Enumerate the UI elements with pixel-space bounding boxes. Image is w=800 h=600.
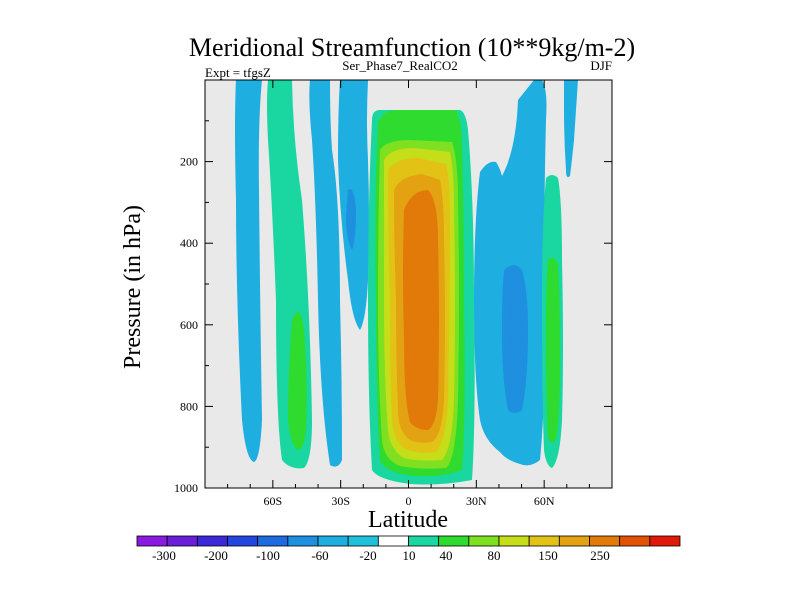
x-tick-label-1: 30S bbox=[331, 494, 350, 508]
x-tick-label-2: 0 bbox=[406, 494, 412, 508]
colorbar-label-0: -300 bbox=[152, 548, 176, 563]
contour-nh-cell-40 bbox=[546, 257, 560, 443]
colorbar-swatch-8 bbox=[377, 535, 409, 547]
x-tick-label-4: 60N bbox=[534, 494, 555, 508]
contour-midlatitude-b-60 bbox=[346, 189, 356, 250]
contour-midlatitude-a-20 bbox=[309, 80, 342, 467]
colorbar-label-3: -60 bbox=[311, 548, 328, 563]
y-tick-label-0: 200 bbox=[180, 155, 198, 169]
colorbar-swatch-12 bbox=[498, 535, 530, 547]
colorbar-label-1: -200 bbox=[204, 548, 228, 563]
colorbar-swatch-0 bbox=[136, 535, 168, 547]
plot-area: 60S 30S 0 30N 60N 200 400 600 800 1000 bbox=[174, 79, 613, 508]
contour-sh-cell-60b bbox=[511, 289, 521, 364]
subtitle-season: DJF bbox=[590, 58, 612, 73]
colorbar-swatch-3 bbox=[227, 535, 259, 547]
y-axis-label: Pressure (in hPa) bbox=[120, 205, 146, 369]
x-tick-label-3: 30N bbox=[466, 494, 487, 508]
contour-tropical-250b bbox=[403, 190, 439, 430]
colorbar-swatch-14 bbox=[558, 535, 590, 547]
colorbar-label-4: -20 bbox=[359, 548, 376, 563]
colorbar-swatch-16 bbox=[619, 535, 651, 547]
contour-southern-band-20 bbox=[235, 80, 262, 462]
colorbar-swatch-5 bbox=[287, 535, 319, 547]
y-tick-label-2: 600 bbox=[180, 318, 198, 332]
colorbar-label-7: 80 bbox=[488, 548, 501, 563]
colorbar-swatch-6 bbox=[317, 535, 349, 547]
chart-title: Meridional Streamfunction (10**9kg/m-2) bbox=[189, 33, 635, 62]
colorbar-swatch-11 bbox=[468, 535, 500, 547]
colorbar: -300 -200 -100 -60 -20 10 40 80 150 250 bbox=[136, 535, 681, 563]
colorbar-label-9: 250 bbox=[590, 548, 610, 563]
colorbar-label-2: -100 bbox=[256, 548, 280, 563]
y-tick-label-4: 1000 bbox=[174, 481, 198, 495]
subtitle-experiment: Expt = tfgsZ bbox=[205, 65, 271, 80]
colorbar-swatch-13 bbox=[528, 535, 560, 547]
colorbar-label-8: 150 bbox=[538, 548, 558, 563]
colorbar-swatch-2 bbox=[196, 535, 228, 547]
colorbar-swatch-9 bbox=[408, 535, 440, 547]
subtitle-run-name: Ser_Phase7_RealCO2 bbox=[342, 58, 458, 73]
colorbar-label-6: 40 bbox=[440, 548, 453, 563]
x-tick-label-0: 60S bbox=[263, 494, 282, 508]
colorbar-swatch-15 bbox=[589, 535, 621, 547]
colorbar-swatch-7 bbox=[347, 535, 379, 547]
contour-far-north-20 bbox=[564, 80, 578, 178]
contour-southern-positive-40 bbox=[288, 312, 307, 450]
y-axis-ticks: 200 400 600 800 1000 bbox=[174, 120, 612, 495]
colorbar-label-5: 10 bbox=[403, 548, 416, 563]
colorbar-swatch-4 bbox=[257, 535, 289, 547]
y-tick-label-3: 800 bbox=[180, 399, 198, 413]
colorbar-swatch-10 bbox=[438, 535, 470, 547]
x-axis-ticks: 60S 30S 0 30N 60N bbox=[227, 80, 590, 508]
x-axis-label: Latitude bbox=[368, 507, 448, 533]
colorbar-swatch-1 bbox=[166, 535, 198, 547]
y-tick-label-1: 400 bbox=[180, 236, 198, 250]
colorbar-swatch-17 bbox=[649, 535, 681, 547]
